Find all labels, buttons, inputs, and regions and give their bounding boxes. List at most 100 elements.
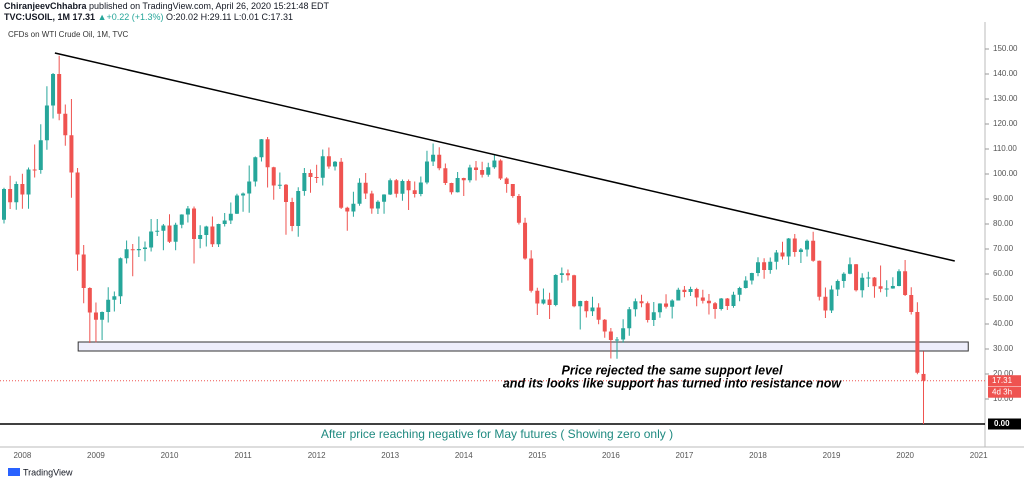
candle-body [602,319,607,332]
candle-body [265,139,270,168]
y-tick-label: 10.00 [993,394,1014,403]
candle-body [590,307,595,312]
header-line-1: ChiranjeevChhabra published on TradingVi… [4,1,329,12]
y-tick-label: 100.00 [993,169,1018,178]
candle-body [216,224,221,245]
candle-body [382,194,387,202]
candle-body [529,258,534,291]
y-tick-label: 50.00 [993,294,1014,303]
candle-body [811,240,816,261]
candle-body [204,226,209,235]
candle-body [664,303,669,307]
candle-body [584,301,589,312]
candle-body [486,167,491,175]
candle-body [14,184,19,203]
candle-body [106,299,111,312]
candle-body [700,297,705,301]
candle-body [884,288,889,290]
candle-body [749,273,754,281]
candle-body [725,298,730,306]
candle-body [222,220,227,224]
support-zone [77,341,969,352]
candle-body [57,74,62,114]
candle-body [559,273,564,275]
candle-body [228,213,233,221]
symbol: TVC:USOIL, 1M [4,12,71,22]
candle-body [44,105,49,141]
x-tick-label: 2020 [896,451,914,460]
candle-body [480,170,485,175]
candle-body [596,307,601,320]
y-tick-label: 80.00 [993,219,1014,228]
candle-body [572,275,577,307]
candle-body [553,275,558,305]
candle-body [75,172,80,255]
candle-body [455,178,460,193]
candle-body [786,238,791,257]
y-tick-label: 40.00 [993,319,1014,328]
candle-body [890,286,895,289]
candle-body [639,301,644,304]
candle-body [357,182,362,204]
x-tick-label: 2013 [381,451,399,460]
candle-body [185,208,190,215]
x-tick-label: 2008 [13,451,31,460]
annotation: Price rejected the same support level [562,363,783,377]
candle-body [87,288,92,313]
candle-body [149,231,154,248]
candle-body [320,156,325,178]
candle-body [418,182,423,194]
candle-body [615,339,619,341]
candle-body [32,169,37,171]
candle-body [253,157,258,182]
candle-body [210,226,215,245]
candle-body [363,182,368,194]
ohlc-text: O:20.02 H:29.11 L:0.01 C:17.31 [166,12,293,22]
y-tick-label: 90.00 [993,194,1014,203]
candle-body [81,254,86,288]
candle-body [161,225,166,231]
last: 17.31 [72,12,96,22]
candle-body [424,161,429,183]
candle-body [792,238,797,252]
x-tick-label: 2014 [455,451,473,460]
x-tick-label: 2018 [749,451,767,460]
candle-body [866,277,871,279]
candle-body [449,183,454,193]
candle-body [547,299,552,305]
candle-body [578,301,583,307]
x-tick-label: 2009 [87,451,105,460]
candle-body [375,201,380,209]
y-tick-label: 60.00 [993,269,1014,278]
candle-body [731,294,736,306]
candle-body [498,160,503,179]
candle-body [774,252,779,262]
candle-body [909,295,914,312]
candle-body [124,249,129,259]
x-tick-label: 2016 [602,451,620,460]
candle-body [510,184,515,196]
candle-body [93,312,98,320]
candle-body [915,312,920,373]
candle-body [345,207,350,212]
candle-body [142,247,147,249]
candle-body [394,180,399,194]
candle-body [51,74,56,106]
last-price-box [988,375,1021,387]
candle-body [719,298,724,309]
candle-body [676,289,681,301]
candle-body [743,280,748,288]
candle-body [326,156,331,167]
candle-body [406,181,411,191]
candle-body [633,301,638,310]
candle-body [247,181,252,194]
candle-body [2,189,6,220]
trendline [54,52,955,262]
candle-body [670,300,675,307]
candle-body [694,289,699,298]
candle-body [896,271,901,286]
candle-body [8,189,13,203]
candle-body [308,173,313,177]
candle-body [682,289,687,292]
